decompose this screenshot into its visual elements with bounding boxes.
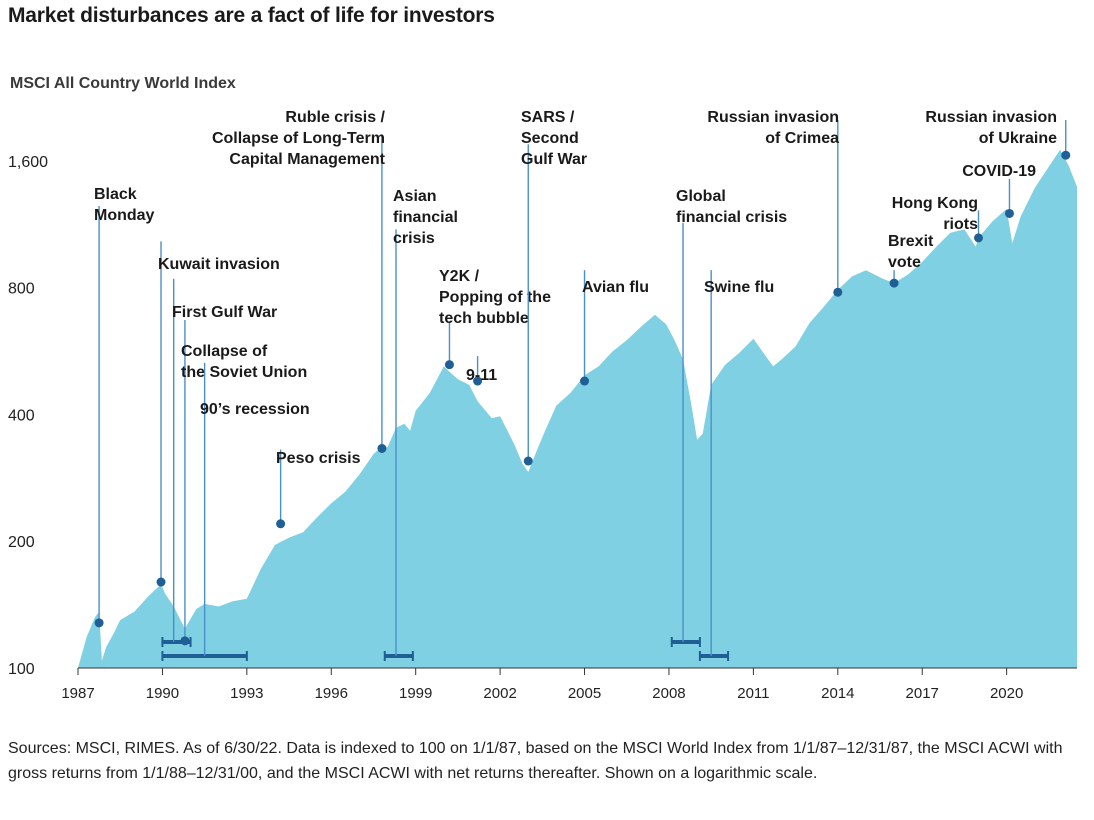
event-label: Asian financial crisis (393, 188, 458, 247)
event-label: Kuwait invasion (158, 256, 280, 273)
event-marker (833, 287, 843, 297)
x-tick-label: 1993 (230, 685, 263, 702)
area-layer (78, 149, 1077, 668)
x-tick-label: 2017 (906, 685, 939, 702)
chart-subtitle: MSCI All Country World Index (10, 75, 236, 92)
y-tick-label: 100 (8, 661, 35, 678)
y-tick-label: 800 (8, 281, 35, 298)
event-marker (1061, 150, 1071, 160)
event-label: Swine flu (704, 279, 774, 296)
event-label: First Gulf War (172, 304, 277, 321)
x-tick-label: 2008 (652, 685, 685, 702)
event-label: Black Monday (94, 186, 155, 224)
event-marker (180, 636, 190, 646)
page-title: Market disturbances are a fact of life f… (8, 4, 495, 27)
x-tick-label: 1990 (146, 685, 179, 702)
event-label: 9-11 (466, 367, 497, 384)
y-tick-label: 1,600 (8, 154, 48, 171)
x-tick-label: 2020 (990, 685, 1023, 702)
event-label: Russian invasion of Ukraine (925, 109, 1057, 147)
event-marker (444, 360, 454, 370)
event-label: COVID-19 (962, 163, 1036, 180)
x-tick-label: 1999 (399, 685, 432, 702)
event-marker (276, 519, 286, 529)
event-label: Peso crisis (276, 450, 361, 467)
index-area-series (78, 149, 1077, 668)
event-marker (580, 376, 590, 386)
x-tick-label: 2014 (821, 685, 854, 702)
x-tick-label: 2005 (568, 685, 601, 702)
event-label: Russian invasion of Crimea (707, 109, 839, 147)
event-marker (156, 577, 166, 587)
event-label: SARS / Second Gulf War (521, 109, 587, 168)
y-tick-label: 200 (8, 534, 35, 551)
event-label: Ruble crisis / Collapse of Long-Term Capit… (212, 109, 386, 168)
event-label: Y2K / Popping of the tech bubble (439, 268, 551, 327)
event-marker (523, 456, 533, 466)
event-marker (889, 278, 899, 288)
event-marker (473, 376, 483, 386)
event-label: Collapse of the Soviet Union (181, 343, 307, 381)
events-layer: Black Monday Kuwait invasion First Gulf War… (94, 109, 1071, 661)
chart: 100 200 400 800 1,600 1987 1990 1993 1996 1999 200… (8, 109, 1077, 702)
source-note: Sources: MSCI, RIMES. As of 6/30/22. Dat… (8, 740, 1063, 782)
x-tick-label: 2002 (483, 685, 516, 702)
event-label: Global financial crisis (676, 188, 787, 226)
x-tick-label: 2011 (737, 685, 769, 702)
event-label: 90’s recession (200, 401, 310, 418)
event-label: Avian flu (582, 279, 649, 296)
x-tick-label: 1987 (61, 685, 94, 702)
axes-layer: 100 200 400 800 1,600 1987 1990 1993 1996 1999 200… (8, 154, 1077, 702)
y-tick-label: 400 (8, 407, 35, 424)
event-label: Hong Kong riots (892, 195, 978, 233)
x-tick-label: 1996 (315, 685, 348, 702)
event-marker (1004, 208, 1014, 218)
event-label: Brexit vote (888, 233, 934, 271)
event-marker (377, 443, 387, 453)
event-marker (94, 618, 104, 628)
event-marker (974, 233, 984, 243)
